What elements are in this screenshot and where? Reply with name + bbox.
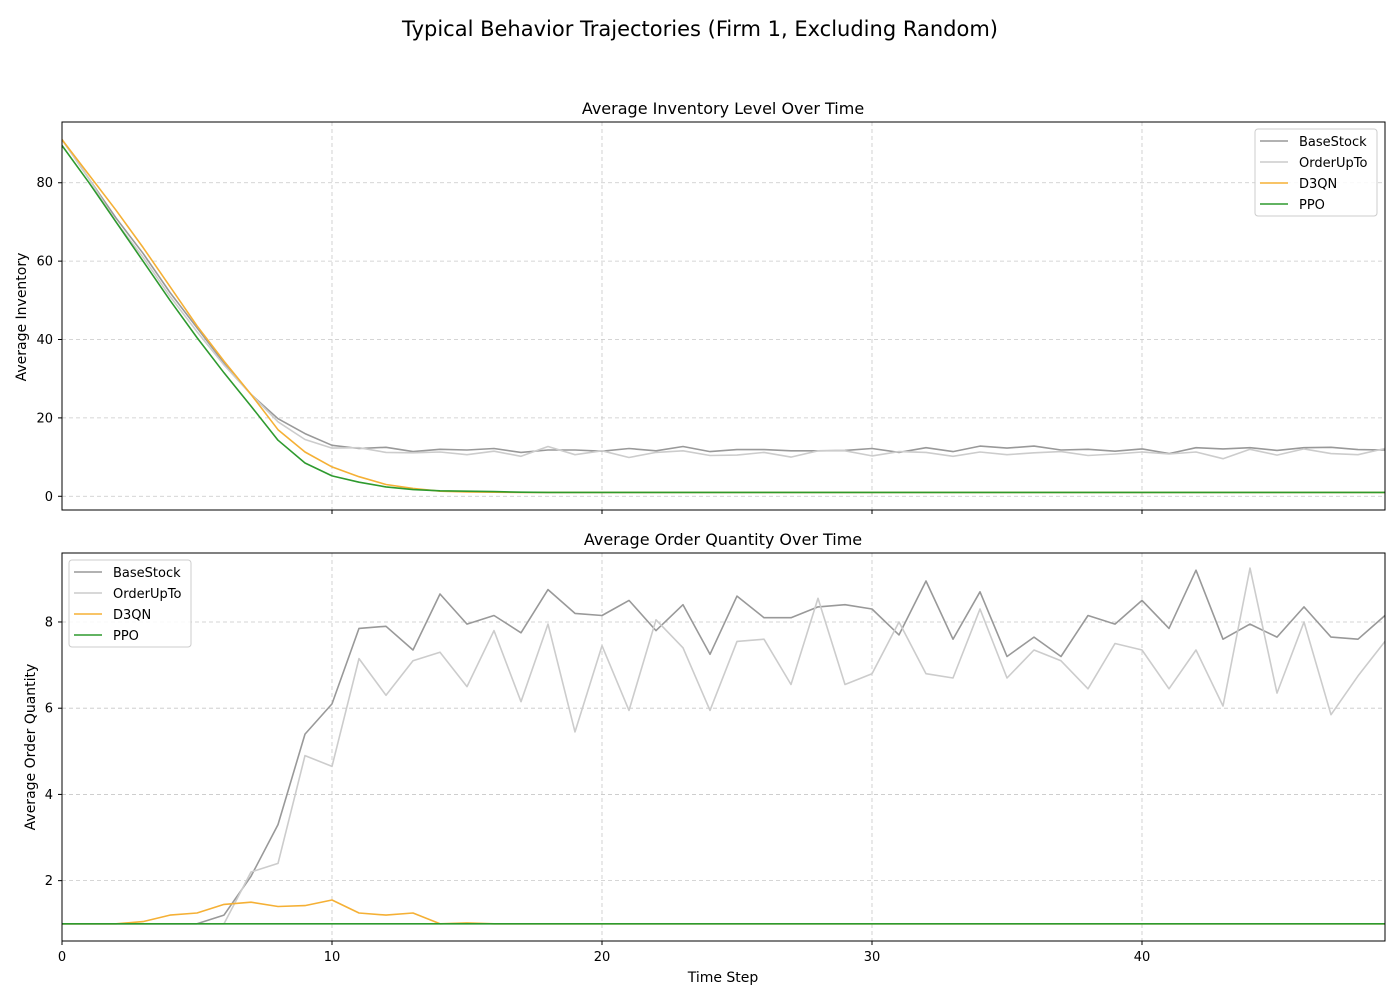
order-chart-title: Average Order Quantity Over Time	[584, 530, 862, 549]
series-line-basestock	[62, 569, 1386, 925]
y-tick-label: 40	[36, 333, 53, 348]
x-tick-label: 30	[864, 950, 881, 965]
y-tick-label: 60	[36, 255, 53, 270]
legend-box	[1254, 128, 1378, 217]
legend-label-ppo: PPO	[1299, 198, 1325, 213]
legend-label-basestock: BaseStock	[1299, 135, 1367, 150]
series-line-orderupto	[62, 567, 1386, 925]
figure-title: Typical Behavior Trajectories (Firm 1, E…	[401, 17, 998, 41]
x-tick-label: 20	[594, 950, 611, 965]
legend-label-orderupto: OrderUpTo	[1299, 156, 1367, 171]
plot-frame	[61, 552, 1386, 942]
y-tick-label: 0	[45, 490, 53, 505]
order-y-axis-label: Average Order Quantity	[23, 664, 39, 831]
x-tick-label: 0	[58, 950, 66, 965]
legend-label-d3qn: D3QN	[113, 608, 151, 623]
inventory-y-axis-label: Average Inventory	[14, 253, 30, 382]
series-line-orderupto	[61, 139, 1386, 460]
plot-frame	[61, 121, 1386, 511]
inventory-chart: Average Inventory 0 20 40 60 80 BaseStock Orde…	[14, 99, 1386, 514]
series-line-d3qn	[61, 139, 1385, 494]
order-chart: Average Order Quantity Time Step 0 10 20 30…	[23, 530, 1386, 986]
order-x-axis-label: Time Step	[687, 970, 759, 986]
y-tick-label: 80	[36, 176, 53, 191]
series-line-ppo	[61, 145, 1385, 494]
legend-label-ppo: PPO	[113, 629, 139, 644]
legend-label-basestock: BaseStock	[113, 566, 181, 581]
x-tick-label: 10	[324, 950, 341, 965]
y-tick-label: 2	[45, 874, 53, 889]
legend-label-orderupto: OrderUpTo	[113, 587, 181, 602]
inventory-chart-title: Average Inventory Level Over Time	[582, 99, 864, 118]
series-line-basestock	[61, 139, 1386, 455]
series-line-d3qn	[62, 899, 1385, 925]
legend-label-d3qn: D3QN	[1299, 177, 1337, 192]
y-tick-label: 4	[45, 788, 53, 803]
y-tick-label: 8	[45, 615, 53, 630]
y-tick-label: 6	[45, 702, 53, 717]
y-tick-label: 20	[36, 411, 53, 426]
order-legend: BaseStock OrderUpTo D3QN PPO	[68, 559, 192, 648]
legend-box	[68, 559, 192, 648]
x-tick-label: 40	[1134, 950, 1151, 965]
inventory-legend: BaseStock OrderUpTo D3QN PPO	[1254, 128, 1378, 217]
